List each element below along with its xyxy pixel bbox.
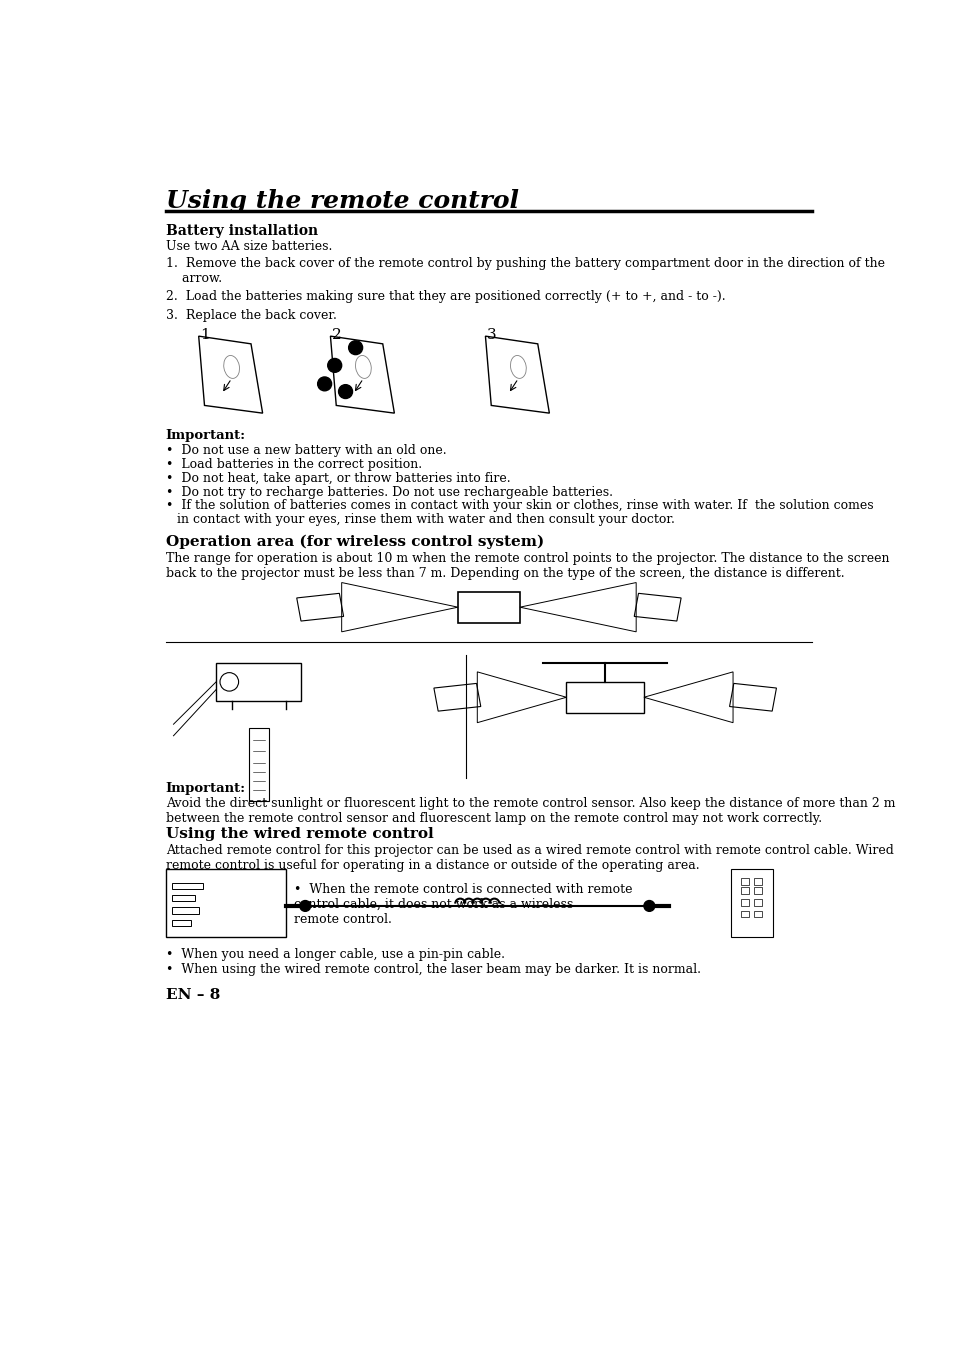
Text: 2.  Load the batteries making sure that they are positioned correctly (+ to +, a: 2. Load the batteries making sure that t… xyxy=(166,290,724,303)
Text: •  Do not try to recharge batteries. Do not use rechargeable batteries.: • Do not try to recharge batteries. Do n… xyxy=(166,485,612,499)
Text: Battery installation: Battery installation xyxy=(166,224,317,239)
Bar xyxy=(753,911,760,917)
Text: EN – 8: EN – 8 xyxy=(166,988,220,1001)
Text: Operation area (for wireless control system): Operation area (for wireless control sys… xyxy=(166,535,543,550)
Circle shape xyxy=(643,901,654,912)
Text: in contact with your eyes, rinse them with water and then consult your doctor.: in contact with your eyes, rinse them wi… xyxy=(177,513,675,527)
Text: •  Do not heat, take apart, or throw batteries into fire.: • Do not heat, take apart, or throw batt… xyxy=(166,471,510,485)
Circle shape xyxy=(328,358,341,373)
Circle shape xyxy=(299,901,311,912)
Text: Avoid the direct sunlight or fluorescent light to the remote control sensor. Als: Avoid the direct sunlight or fluorescent… xyxy=(166,797,894,825)
Bar xyxy=(740,888,748,894)
Text: Using the remote control: Using the remote control xyxy=(166,189,518,213)
Bar xyxy=(249,728,269,801)
Text: 3: 3 xyxy=(487,328,497,342)
Text: 2: 2 xyxy=(332,328,342,342)
Text: +: + xyxy=(351,339,360,349)
Text: −: − xyxy=(319,376,329,385)
Bar xyxy=(753,878,760,885)
Text: The range for operation is about 10 m when the remote control points to the proj: The range for operation is about 10 m wh… xyxy=(166,551,888,580)
Circle shape xyxy=(338,385,353,399)
Text: 3.  Replace the back cover.: 3. Replace the back cover. xyxy=(166,309,336,322)
Text: Attached remote control for this projector can be used as a wired remote control: Attached remote control for this project… xyxy=(166,843,893,871)
Text: •  When the remote control is connected with remote
control cable, it does not w: • When the remote control is connected w… xyxy=(294,882,632,925)
Text: −: − xyxy=(340,384,350,393)
Circle shape xyxy=(348,340,362,354)
Bar xyxy=(753,888,760,894)
Bar xyxy=(166,869,286,936)
Text: •  When you need a longer cable, use a pin-pin cable.: • When you need a longer cable, use a pi… xyxy=(166,947,504,961)
Text: 1: 1 xyxy=(200,328,211,342)
Bar xyxy=(172,920,192,925)
Bar xyxy=(172,896,195,901)
Bar xyxy=(753,898,760,907)
Bar xyxy=(740,878,748,885)
Bar xyxy=(172,908,199,913)
Bar xyxy=(740,898,748,907)
Bar xyxy=(457,592,519,623)
Text: +: + xyxy=(330,357,339,367)
Bar xyxy=(730,869,773,936)
Text: Use two AA size batteries.: Use two AA size batteries. xyxy=(166,240,332,253)
Text: Important:: Important: xyxy=(166,428,246,442)
Bar xyxy=(172,882,203,889)
Text: Using the wired remote control: Using the wired remote control xyxy=(166,827,433,840)
Bar xyxy=(566,682,643,713)
Text: •  Do not use a new battery with an old one.: • Do not use a new battery with an old o… xyxy=(166,444,446,457)
Text: •  Load batteries in the correct position.: • Load batteries in the correct position… xyxy=(166,458,421,470)
Circle shape xyxy=(317,377,332,390)
Bar xyxy=(216,662,301,701)
Bar xyxy=(740,911,748,917)
Text: •  If the solution of batteries comes in contact with your skin or clothes, rins: • If the solution of batteries comes in … xyxy=(166,500,872,512)
Text: 1.  Remove the back cover of the remote control by pushing the battery compartme: 1. Remove the back cover of the remote c… xyxy=(166,257,883,285)
Text: •  When using the wired remote control, the laser beam may be darker. It is norm: • When using the wired remote control, t… xyxy=(166,963,700,975)
Text: Important:: Important: xyxy=(166,782,246,794)
